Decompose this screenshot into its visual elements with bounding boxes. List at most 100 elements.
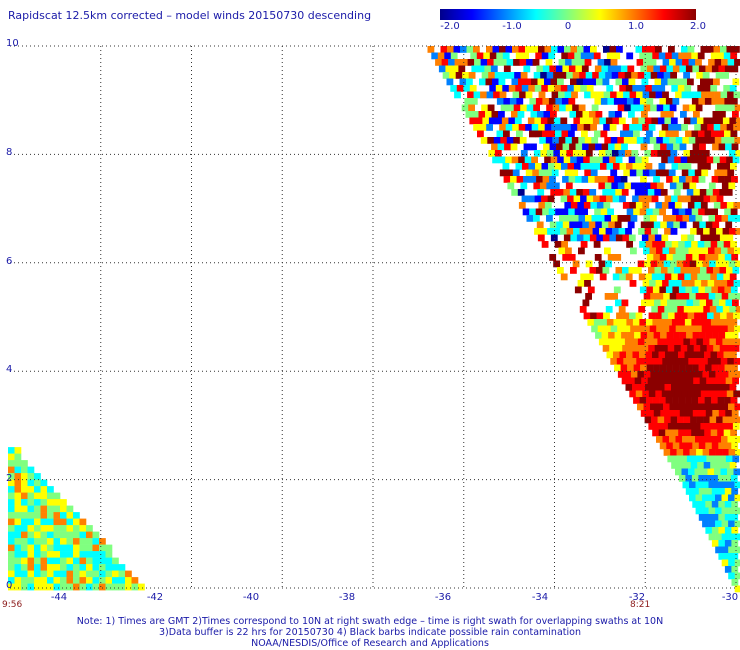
swath-cell: [34, 577, 41, 584]
swath-cell: [731, 488, 739, 495]
swath-cell: [594, 130, 601, 138]
swath-cell: [546, 182, 554, 190]
swath-cell: [618, 228, 626, 235]
swath-cell: [637, 182, 645, 190]
swath-cell: [727, 91, 734, 99]
swath-cell: [535, 208, 543, 216]
swath-cell: [717, 163, 724, 170]
swath-cell: [696, 338, 704, 346]
swath-cell: [628, 78, 636, 86]
swath-cell: [40, 531, 48, 539]
swath-cell: [687, 46, 695, 53]
swath-cell: [698, 488, 706, 495]
swath-cell: [60, 505, 67, 513]
footnote-line: Note: 1) Times are GMT 2)Times correspon…: [76, 616, 664, 627]
swath-cell: [578, 215, 586, 222]
swath-cell: [578, 247, 585, 255]
swath-cell: [695, 325, 702, 333]
swath-cell: [60, 577, 67, 584]
swath-cell: [34, 531, 41, 539]
swath-cell: [631, 150, 639, 157]
swath-cell: [532, 169, 540, 177]
swath-cell: [698, 176, 706, 183]
swath-cell: [601, 221, 609, 229]
swath-cell: [728, 559, 735, 567]
swath-cell: [728, 481, 735, 489]
swath-cell: [622, 202, 630, 209]
swath-cell: [651, 306, 659, 313]
swath-cell: [639, 52, 647, 60]
swath-cell: [718, 65, 726, 73]
swath-cell: [712, 410, 720, 417]
swath-cell: [638, 85, 646, 92]
swath-cell: [696, 72, 703, 79]
swath-cell: [597, 91, 604, 99]
swath-cell: [674, 267, 681, 274]
swath-cell: [598, 215, 605, 222]
swath-cell: [685, 65, 693, 73]
swath-cell: [648, 423, 656, 430]
swath-cell: [684, 462, 691, 469]
swath-cell: [34, 505, 41, 513]
swath-cell: [612, 195, 620, 203]
swath-cell: [722, 260, 729, 268]
swath-cell: [643, 182, 651, 190]
swath-cell: [60, 538, 67, 545]
swath-cell: [714, 91, 721, 99]
swath-cell: [73, 570, 80, 578]
swath-cell: [695, 494, 703, 502]
swath-cell: [598, 182, 606, 190]
swath-cell: [661, 423, 669, 430]
swath-cell: [502, 52, 510, 60]
swath-cell: [707, 358, 715, 365]
lat-label: 2: [6, 473, 13, 484]
swath-cell: [606, 52, 614, 60]
swath-cell: [594, 176, 602, 183]
swath-cell: [687, 78, 694, 86]
swath-cell: [606, 195, 613, 203]
swath-cell: [657, 260, 664, 268]
swath-cell: [40, 479, 48, 487]
swath-cell: [719, 234, 727, 242]
swath-cell: [656, 247, 663, 255]
swath-cell: [553, 150, 561, 157]
swath-cell: [622, 345, 629, 352]
swath-cell: [53, 538, 61, 545]
swath-cell: [715, 371, 723, 378]
swath-cell: [691, 351, 698, 359]
swath-cell: [612, 228, 619, 235]
swath-cell: [660, 189, 668, 196]
swath-cell: [715, 546, 722, 554]
swath-cell: [568, 254, 576, 261]
swath-cell: [568, 208, 575, 216]
swath-cell: [735, 228, 740, 235]
swath-cell: [450, 52, 458, 60]
swath-cell: [670, 416, 678, 424]
swath-cell: [47, 551, 54, 558]
swath-cell: [660, 143, 667, 151]
swath-cell: [703, 273, 711, 281]
swath-cell: [580, 195, 587, 203]
swath-cell: [604, 182, 612, 190]
swath-cell: [705, 442, 713, 450]
swath-cell: [580, 273, 588, 281]
swath-cell: [692, 176, 699, 183]
swath-cell: [603, 91, 611, 99]
swath-cell: [704, 286, 712, 294]
swath-cell: [8, 453, 15, 461]
swath-cell: [73, 551, 80, 558]
swath-cell: [721, 104, 729, 112]
swath-cell: [678, 319, 686, 326]
swath-cell: [703, 117, 711, 125]
swath-cell: [8, 499, 15, 506]
swath-cell: [650, 150, 658, 157]
swath-cell: [704, 475, 712, 482]
swath-cell: [642, 169, 650, 177]
swath-cell: [630, 104, 638, 112]
swath-cell: [672, 364, 680, 372]
swath-cell: [597, 325, 605, 333]
swath-cell: [624, 150, 632, 157]
swath-cell: [593, 195, 600, 203]
swath-cell: [711, 442, 719, 450]
swath-cell: [27, 538, 35, 545]
